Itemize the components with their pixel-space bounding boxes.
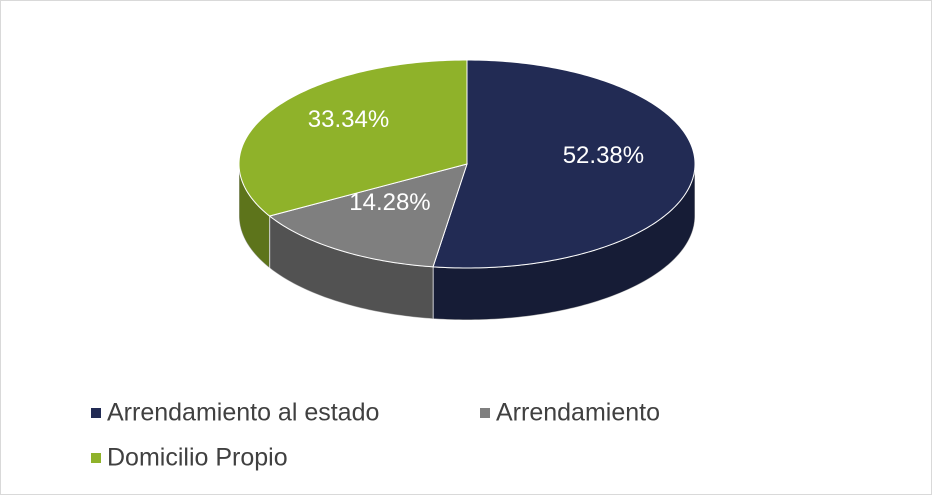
data-labels: 52.38% 14.28% 33.34% bbox=[308, 106, 644, 216]
slice bbox=[268, 163, 468, 268]
slice bbox=[238, 59, 468, 217]
slice-side-shade bbox=[239, 164, 270, 269]
legend-label: Arrendamiento bbox=[496, 399, 660, 427]
data-label: 52.38% bbox=[563, 142, 644, 169]
legend-swatch bbox=[91, 408, 101, 418]
data-label: 33.34% bbox=[308, 106, 389, 133]
legend-label: Arrendamiento al estado bbox=[107, 399, 379, 427]
legend-swatch bbox=[480, 408, 490, 418]
legend: Arrendamiento al estado Arrendamiento Domi… bbox=[91, 399, 660, 472]
slice-side-shade bbox=[269, 216, 434, 319]
slice bbox=[432, 59, 696, 269]
legend-label: Domicilio Propio bbox=[107, 444, 288, 472]
slice-side-shade bbox=[433, 164, 695, 320]
pie-tops bbox=[238, 59, 696, 269]
legend-swatch bbox=[91, 453, 101, 463]
data-label: 14.28% bbox=[349, 189, 430, 216]
